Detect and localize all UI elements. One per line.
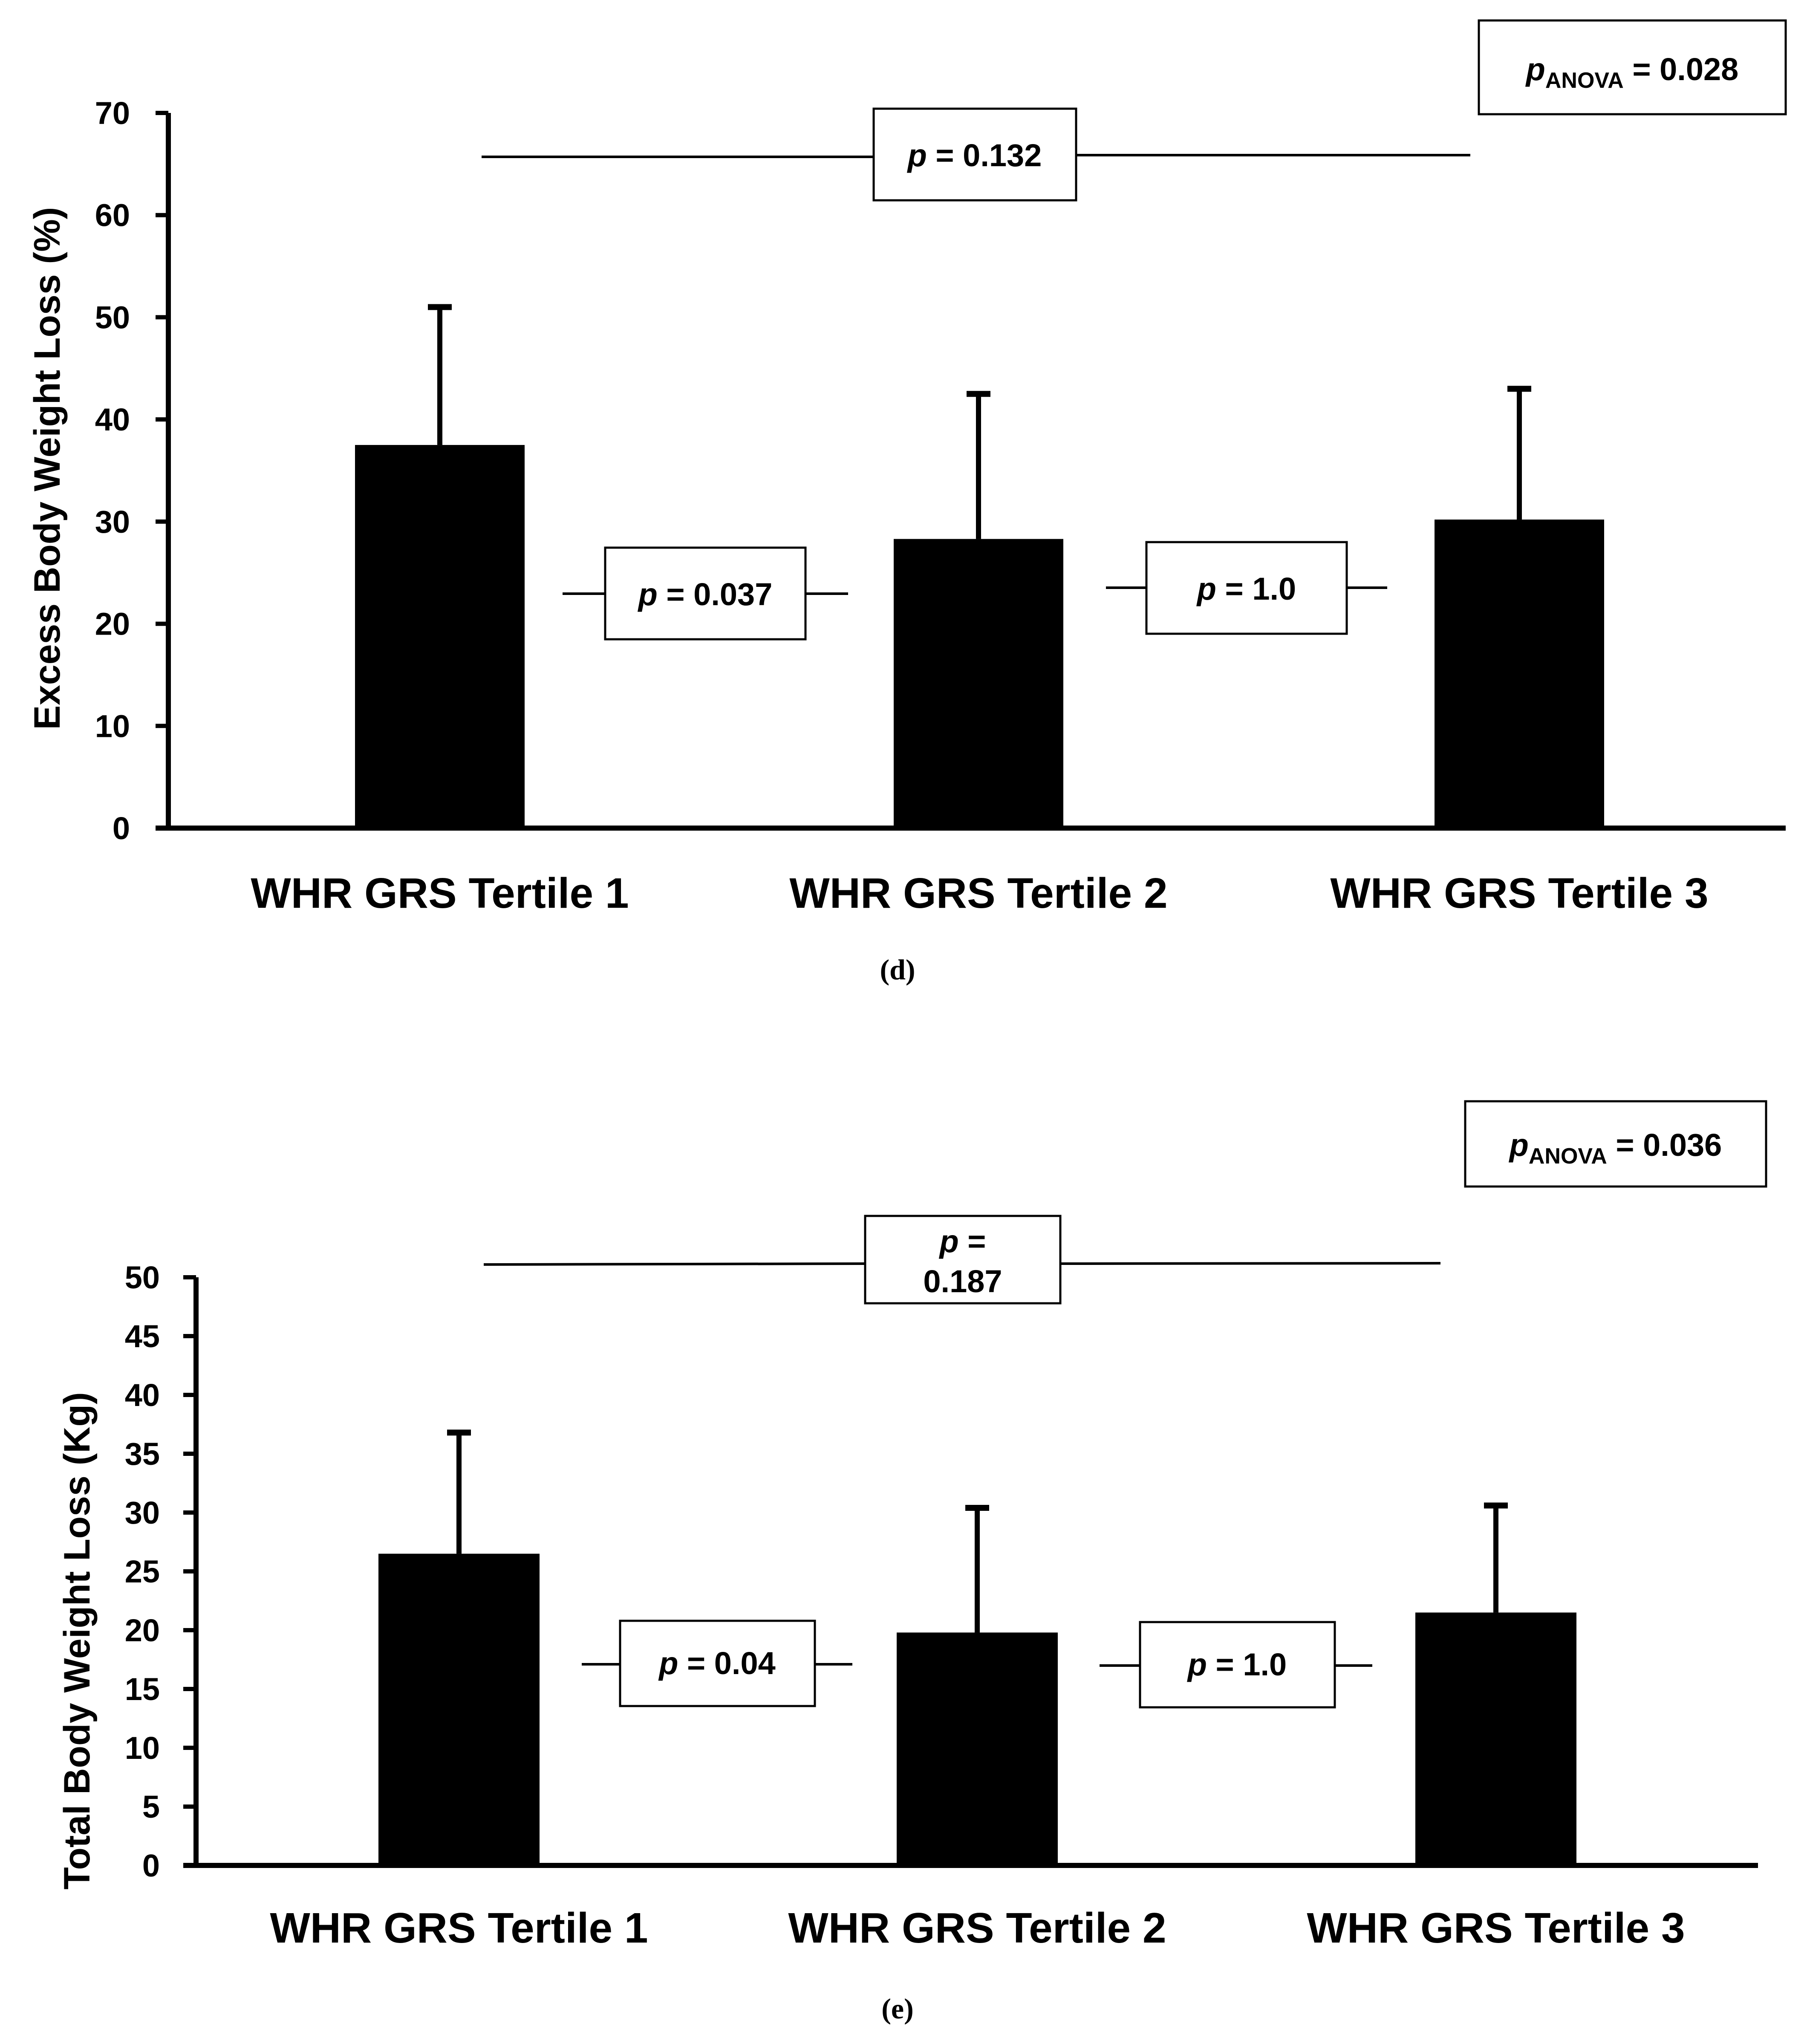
y-tick-label: 70: [95, 95, 130, 131]
y-tick-label: 0: [142, 1848, 160, 1883]
overall-comparison-line: [483, 1262, 866, 1266]
y-axis-label: Excess Body Weight Loss (%): [27, 207, 68, 730]
y-tick-label: 60: [95, 198, 130, 233]
x-category-label-2: WHR GRS Tertile 2: [789, 869, 1167, 917]
y-tick-label: 40: [95, 402, 130, 437]
overall-annotation: p = 0.132: [907, 138, 1042, 173]
bar-3: [1435, 520, 1604, 828]
y-tick-label: 30: [125, 1495, 160, 1530]
y-tick-label: 5: [142, 1789, 160, 1825]
y-tick-label: 25: [125, 1554, 160, 1589]
bar-2: [897, 1632, 1058, 1865]
pair12-annotation-box: [604, 546, 807, 641]
y-tick-label: 10: [95, 708, 130, 744]
pair23-annotation-box: [1145, 541, 1348, 635]
pair23-annotation: p = 1.0: [1196, 571, 1296, 606]
y-tick-label: 20: [95, 606, 130, 642]
x-category-label-1: WHR GRS Tertile 1: [251, 869, 629, 917]
y-tick-label: 20: [125, 1613, 160, 1648]
anova-annotation-box: [1464, 1100, 1767, 1188]
pair23-annotation: p = 1.0: [1187, 1647, 1287, 1682]
x-category-label-2: WHR GRS Tertile 2: [788, 1904, 1166, 1952]
panel-label: (d): [880, 953, 915, 986]
bar-1: [378, 1553, 540, 1865]
y-tick-label: 40: [125, 1377, 160, 1413]
overall-annotation-box: [872, 107, 1077, 202]
y-tick-label: 50: [95, 300, 130, 335]
y-tick-label: 50: [125, 1260, 160, 1295]
y-tick-label: 30: [95, 504, 130, 540]
bar-3: [1415, 1612, 1576, 1865]
pair12-annotation: p = 0.04: [658, 1646, 776, 1681]
chart-total-body-weight-loss: 0 5 10 15 20 25 30 35 40 45 50 WHR GRS Tertile 1 WH…: [57, 1100, 1767, 2025]
pair12-annotation: p = 0.037: [638, 577, 773, 612]
overall-annotation-box: [864, 1215, 1062, 1305]
y-tick-label: 15: [125, 1672, 160, 1707]
anova-annotation-box: [1478, 19, 1787, 115]
x-category-label-1: WHR GRS Tertile 1: [270, 1904, 648, 1952]
x-category-label-3: WHR GRS Tertile 3: [1330, 869, 1708, 917]
bar-2: [894, 539, 1063, 828]
pair12-annotation-box: [619, 1620, 816, 1707]
pair23-annotation-box: [1139, 1621, 1336, 1709]
overall-annotation-value: 0.187: [923, 1264, 1002, 1299]
bar-1: [355, 445, 525, 828]
y-tick-label: 45: [125, 1319, 160, 1354]
y-tick-label: 35: [125, 1436, 160, 1472]
overall-comparison-line: [1060, 1262, 1441, 1265]
overall-annotation: p =: [939, 1224, 986, 1259]
anova-annotation: pANOVA = 0.028: [1525, 52, 1739, 93]
y-tick-label: 0: [113, 811, 130, 846]
panel-label: (e): [881, 1992, 913, 2025]
y-axis-label: Total Body Weight Loss (Kg): [57, 1392, 98, 1889]
anova-annotation: pANOVA = 0.036: [1509, 1127, 1722, 1169]
chart-excess-body-weight-loss: 0 10 20 30 40 50 60 70 WHR GRS Tertile 1 WHR GRS…: [27, 19, 1787, 986]
y-tick-label: 10: [125, 1730, 160, 1766]
x-category-label-3: WHR GRS Tertile 3: [1307, 1904, 1685, 1952]
